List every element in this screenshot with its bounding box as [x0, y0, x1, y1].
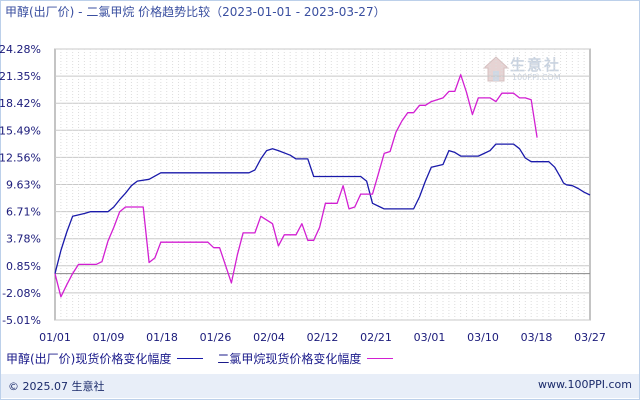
watermark-name: 生意社: [510, 56, 562, 74]
legend-swatch-methanol: [177, 358, 204, 359]
legend-swatch-dcm: [367, 358, 394, 359]
y-tick-label: 18.42%: [0, 97, 41, 110]
watermark-logo: 生意社 100PPI.COM: [482, 54, 577, 90]
series-line-methanol: [54, 143, 591, 274]
x-tick-label: 03/01: [414, 331, 446, 344]
y-tick-label: 9.63%: [6, 179, 41, 192]
footer-copyright: © 2025.07 生意社: [8, 380, 105, 393]
x-tick-label: 02/04: [253, 331, 285, 344]
legend: 甲醇(出厂价)现货价格变化幅度 二氯甲烷现货价格变化幅度: [6, 350, 401, 367]
series-layer: [54, 74, 591, 298]
chart-title: 甲醇(出厂价) - 二氯甲烷 价格趋势比较（2023-01-01 - 2023-…: [5, 5, 386, 19]
x-tick-label: 01/01: [39, 331, 71, 344]
legend-label-methanol: 甲醇(出厂价)现货价格变化幅度: [6, 352, 172, 366]
x-tick-label: 03/27: [574, 331, 606, 344]
y-tick-label: 12.56%: [0, 151, 41, 164]
x-tick-label: 03/10: [467, 331, 499, 344]
y-tick-label: 15.49%: [0, 124, 41, 137]
y-tick-label: 21.35%: [0, 70, 41, 83]
y-tick-label: 24.28%: [0, 43, 41, 56]
x-tick-label: 01/09: [93, 331, 125, 344]
watermark-url: 100PPI.COM: [512, 73, 561, 82]
x-tick-label: 02/12: [307, 331, 339, 344]
x-tick-label: 01/26: [200, 331, 232, 344]
x-axis-ticks: 01/01 01/09 01/18 01/26 02/04 02/12 02/21 03/01…: [39, 331, 606, 344]
y-axis-ticks: 24.28% 21.35% 18.42% 15.49% 12.56% 9.63% 6.71%…: [0, 43, 41, 327]
y-tick-label: 0.85%: [6, 260, 41, 273]
y-tick-label: 3.78%: [6, 233, 41, 246]
y-tick-label: 6.71%: [6, 206, 41, 219]
footer-website: www.100PPI.com: [538, 378, 632, 391]
x-tick-label: 03/18: [521, 331, 553, 344]
footer-bar: [1, 374, 639, 398]
series-line-dcm: [54, 74, 538, 298]
y-tick-label: -5.01%: [2, 314, 41, 327]
grid-layer: [54, 48, 591, 321]
y-tick-label: -2.08%: [2, 287, 41, 300]
legend-label-dcm: 二氯甲烷现货价格变化幅度: [217, 352, 362, 366]
x-tick-label: 02/21: [360, 331, 392, 344]
x-tick-label: 01/18: [146, 331, 178, 344]
